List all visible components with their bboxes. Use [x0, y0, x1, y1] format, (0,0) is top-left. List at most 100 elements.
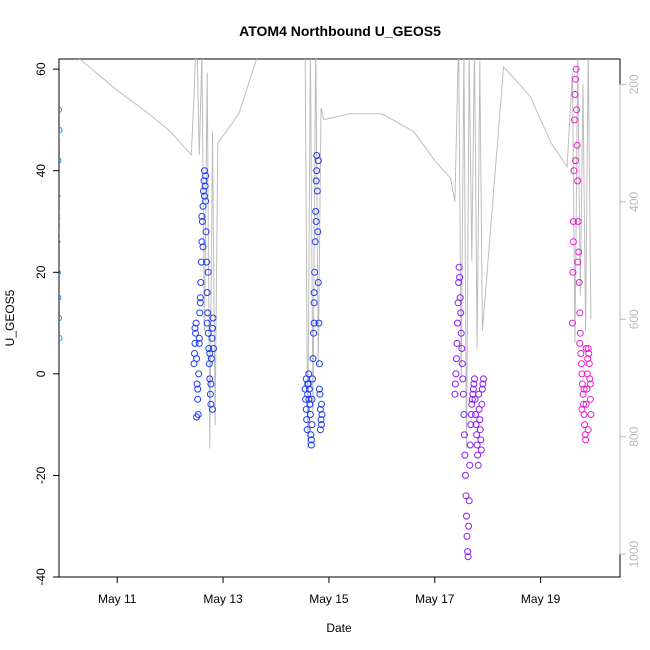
- data-point: [460, 431, 468, 439]
- data-point: [584, 426, 592, 434]
- data-point: [43, 335, 49, 341]
- data-point: [45, 315, 51, 321]
- data-point: [208, 334, 216, 342]
- data-point: [478, 385, 486, 393]
- data-point: [47, 295, 53, 301]
- data-point: [196, 299, 204, 307]
- data-point: [309, 355, 317, 363]
- data-point: [315, 319, 323, 327]
- data-point: [193, 413, 201, 421]
- data-point: [45, 295, 51, 301]
- right-y-tick-label: 200: [627, 74, 641, 94]
- series-2: [190, 167, 217, 421]
- data-point: [472, 411, 479, 418]
- data-point: [42, 346, 48, 352]
- data-point: [455, 279, 463, 286]
- data-point: [204, 268, 212, 276]
- data-point: [575, 279, 583, 286]
- data-point: [206, 350, 214, 357]
- y-tick-label: 0: [34, 370, 48, 377]
- data-point: [59, 209, 60, 213]
- data-point: [581, 421, 588, 429]
- series-1: [40, 106, 63, 395]
- data-point: [478, 400, 486, 408]
- data-point: [203, 258, 211, 266]
- data-point: [477, 436, 485, 444]
- data-point: [59, 314, 62, 322]
- data-point: [52, 208, 58, 214]
- data-point: [41, 384, 47, 390]
- data-point: [476, 416, 484, 424]
- data-point: [459, 375, 467, 383]
- data-point: [59, 334, 63, 342]
- x-tick-label: May 11: [98, 592, 137, 606]
- data-point: [209, 324, 216, 332]
- data-point: [453, 339, 461, 347]
- data-point: [470, 380, 478, 388]
- series-3: [301, 152, 326, 449]
- data-point: [586, 380, 594, 388]
- data-point: [42, 356, 48, 362]
- data-point: [574, 177, 582, 185]
- data-point: [204, 309, 212, 317]
- data-point: [47, 300, 53, 306]
- data-point: [460, 411, 468, 418]
- data-point: [197, 279, 205, 286]
- data-point: [196, 309, 204, 317]
- data-point: [586, 375, 594, 383]
- data-point: [201, 167, 208, 175]
- data-point: [40, 389, 46, 395]
- data-point: [50, 229, 56, 235]
- data-point: [47, 280, 53, 286]
- x-axis: May 11 May 13 May 15 May 17 May 19: [98, 577, 561, 606]
- data-point: [318, 421, 325, 429]
- data-point: [576, 339, 584, 347]
- data-point: [201, 192, 208, 200]
- data-point: [48, 259, 54, 265]
- data-point: [195, 370, 203, 378]
- data-point: [473, 431, 481, 439]
- data-point: [302, 375, 310, 383]
- data-point: [306, 411, 314, 418]
- data-point: [311, 268, 319, 276]
- data-point: [314, 157, 322, 165]
- series-4: [451, 263, 487, 561]
- data-point: [202, 197, 210, 205]
- data-point: [469, 385, 477, 393]
- data-point: [315, 360, 323, 368]
- data-point: [198, 238, 206, 246]
- data-point: [462, 492, 470, 500]
- data-point: [43, 325, 49, 331]
- data-point: [59, 106, 62, 114]
- data-point: [52, 224, 58, 230]
- data-point: [194, 385, 202, 393]
- data-point: [479, 380, 487, 388]
- data-point: [476, 426, 484, 434]
- data-point: [458, 360, 466, 368]
- data-point: [312, 207, 320, 215]
- data-point: [51, 219, 57, 225]
- data-point: [457, 329, 465, 337]
- data-point: [210, 345, 217, 352]
- data-point: [52, 213, 58, 219]
- data-point: [49, 244, 55, 250]
- chart-title: ATOM4 Northbound U_GEOS5: [239, 23, 441, 39]
- data-point: [313, 167, 321, 175]
- data-point: [455, 263, 463, 271]
- data-point: [463, 512, 470, 520]
- data-point: [570, 167, 578, 175]
- data-point: [318, 411, 326, 418]
- data-point: [316, 390, 324, 398]
- data-point: [571, 116, 578, 124]
- data-point: [197, 258, 205, 266]
- data-point: [464, 553, 472, 561]
- data-point: [585, 360, 593, 368]
- data-point: [576, 329, 584, 337]
- data-point: [587, 411, 595, 418]
- data-point: [204, 329, 212, 337]
- data-points: [40, 65, 595, 561]
- data-point: [45, 305, 51, 311]
- data-point: [209, 314, 217, 322]
- data-point: [49, 249, 55, 255]
